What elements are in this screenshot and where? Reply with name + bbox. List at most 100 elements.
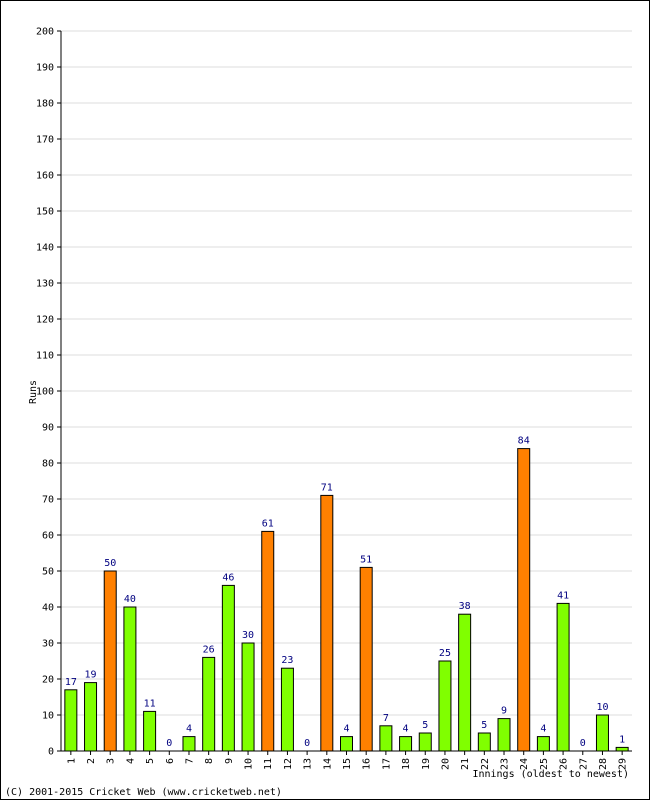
data-label: 9 [501, 706, 507, 717]
data-label: 23 [281, 655, 293, 666]
x-tick-label: 19 [421, 758, 432, 770]
x-tick-label: 15 [342, 758, 353, 770]
data-label: 50 [104, 558, 116, 569]
bar-innings-18 [399, 736, 413, 752]
data-label: 5 [422, 720, 428, 731]
x-tick-label: 27 [578, 758, 589, 770]
data-label: 38 [459, 601, 471, 612]
x-tick-label: 5 [145, 758, 156, 764]
x-tick-label: 21 [460, 758, 471, 770]
data-label: 30 [242, 630, 254, 641]
x-tick-label: 17 [381, 758, 392, 770]
y-tick-label: 60 [42, 531, 54, 542]
y-tick-label: 20 [42, 675, 54, 686]
y-tick-label: 140 [36, 243, 54, 254]
gridlines [61, 30, 632, 716]
bar-innings-20 [438, 660, 452, 752]
x-tick-label: 18 [401, 758, 412, 770]
y-tick-label: 50 [42, 567, 54, 578]
x-tick-label: 1 [66, 758, 77, 764]
y-tick-label: 190 [36, 63, 54, 74]
bar-innings-25 [536, 736, 550, 752]
x-tick-label: 10 [244, 758, 255, 770]
x-tick-label: 20 [440, 758, 451, 770]
bar-innings-8 [202, 656, 216, 752]
y-tick-label: 130 [36, 279, 54, 290]
y-tick-label: 180 [36, 99, 54, 110]
data-label: 17 [65, 677, 77, 688]
x-tick-label: 2 [86, 758, 97, 764]
data-label: 0 [580, 738, 586, 749]
bar-innings-28 [595, 714, 609, 752]
x-tick-label: 11 [263, 758, 274, 770]
data-label: 1 [619, 734, 625, 745]
data-label: 71 [321, 482, 333, 493]
y-tick-label: 110 [36, 351, 54, 362]
x-tick-label: 22 [480, 758, 491, 770]
data-label: 4 [403, 724, 409, 735]
bar-innings-29 [615, 746, 629, 752]
bar-innings-3 [103, 570, 117, 752]
axes [57, 30, 632, 755]
bar-innings-19 [418, 732, 432, 752]
data-label: 19 [85, 670, 97, 681]
x-tick-label: 13 [303, 758, 314, 770]
bar-innings-5 [143, 710, 157, 752]
x-tick-label: 14 [322, 758, 333, 770]
bar-innings-4 [123, 606, 137, 752]
data-label: 40 [124, 594, 136, 605]
y-axis-title: Runs [28, 380, 39, 404]
x-tick-label: 8 [204, 758, 215, 764]
data-label: 25 [439, 648, 451, 659]
y-tick-label: 30 [42, 639, 54, 650]
x-tick-label: 26 [559, 758, 570, 770]
x-tick-label: 9 [224, 758, 235, 764]
data-label: 0 [166, 738, 172, 749]
y-tick-label: 200 [36, 27, 54, 38]
data-label: 84 [518, 436, 530, 447]
y-tick-label: 100 [36, 387, 54, 398]
bar-innings-21 [458, 613, 472, 752]
data-label: 4 [186, 724, 192, 735]
y-tick-label: 40 [42, 603, 54, 614]
data-label: 0 [304, 738, 310, 749]
data-label: 7 [383, 713, 389, 724]
y-tick-label: 160 [36, 171, 54, 182]
x-tick-label: 29 [618, 758, 629, 770]
bar-innings-24 [517, 448, 531, 752]
bar-innings-22 [477, 732, 491, 752]
x-tick-label: 7 [184, 758, 195, 764]
bar-innings-26 [556, 602, 570, 752]
x-tick-label: 4 [125, 758, 136, 764]
bar-innings-1 [64, 689, 78, 752]
data-label: 4 [540, 724, 546, 735]
y-tick-label: 80 [42, 459, 54, 470]
data-label: 51 [360, 554, 372, 565]
bar-innings-16 [359, 566, 373, 752]
data-label: 5 [481, 720, 487, 731]
x-tick-label: 24 [519, 758, 530, 770]
x-tick-label: 23 [500, 758, 511, 770]
x-axis-title: Innings (oldest to newest) [472, 769, 629, 780]
x-tick-label: 12 [283, 758, 294, 770]
bar-innings-2 [84, 682, 98, 752]
y-tick-label: 170 [36, 135, 54, 146]
bar-innings-10 [241, 642, 255, 752]
copyright-notice: (C) 2001-2015 Cricket Web (www.cricketwe… [5, 787, 282, 798]
bar-innings-7 [182, 736, 196, 752]
y-tick-label: 120 [36, 315, 54, 326]
bar-innings-12 [280, 667, 294, 752]
bar-innings-17 [379, 725, 393, 752]
data-label: 10 [596, 702, 608, 713]
data-label: 26 [203, 644, 215, 655]
data-label: 4 [343, 724, 349, 735]
x-tick-label: 25 [539, 758, 550, 770]
y-tick-label: 150 [36, 207, 54, 218]
y-tick-label: 10 [42, 711, 54, 722]
data-label: 46 [222, 572, 234, 583]
data-label: 41 [557, 590, 569, 601]
bar-innings-23 [497, 718, 511, 752]
